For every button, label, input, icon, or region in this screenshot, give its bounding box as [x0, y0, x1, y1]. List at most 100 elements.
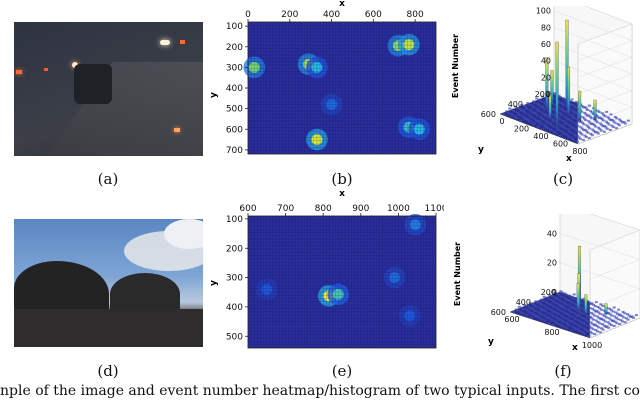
bar3d-floor-bar — [549, 298, 553, 301]
bar3d-chart-c: 0204060801001200200400600800200400600 Ev… — [451, 6, 633, 164]
heatmap-y-tick-label: 100 — [226, 22, 243, 32]
bar3d-gridline — [553, 43, 633, 95]
landscape-photo — [14, 219, 203, 347]
bar3d-floor-bar — [571, 315, 575, 318]
bar3d-floor-bar — [532, 117, 536, 120]
bar3d-floor-bar — [604, 120, 608, 123]
bar3d-floor-bar — [591, 313, 595, 316]
bar3d-x-tick-label: 400 — [533, 132, 548, 141]
bar3d-floor-bar — [566, 317, 569, 320]
bar3d-floor-bar — [551, 119, 555, 122]
bar3d-floor-bar — [539, 100, 543, 103]
bar3d-floor-bar — [542, 314, 546, 317]
bar3d-floor-bar — [587, 301, 591, 304]
heatmap-x-tick-label: 600 — [239, 204, 256, 214]
bar3d-floor-bar — [586, 108, 590, 111]
bar3d-floor-bar — [558, 294, 562, 297]
bar3d-floor-bar — [546, 302, 549, 305]
bar3d-floor-bar — [540, 105, 544, 108]
bar3d-floor-bar — [596, 330, 599, 333]
bar3d-floor-bar — [561, 131, 565, 134]
bar3d-floor-bar — [613, 121, 617, 124]
bar3d-floor-bar — [576, 314, 579, 317]
heatmap-e-xlabel: x — [339, 189, 345, 199]
bar3d-floor-bar — [609, 324, 613, 327]
bar3d-floor-bar — [554, 297, 558, 300]
bar3d-floor-bar — [602, 319, 606, 322]
bar3d-floor-bar — [558, 134, 562, 137]
bar3d-floor-bar — [521, 312, 524, 315]
bar3d-floor-bar — [588, 325, 592, 328]
bar3d-floor-bar — [598, 307, 602, 310]
bar3d-floor-bar — [541, 112, 545, 115]
bar3d-floor-bar — [563, 302, 567, 305]
bar3d-floor-bar — [551, 125, 555, 128]
bar3d-floor-bar — [546, 99, 550, 102]
bar3d-floor-bar — [589, 132, 593, 135]
bar3d-floor-bar — [568, 294, 572, 297]
bar3d-floor-bar — [556, 322, 560, 325]
bar3d-floor-bar — [579, 132, 583, 135]
bar3d-floor-bar — [580, 133, 584, 136]
bar3d-floor-bar — [584, 119, 588, 122]
bar3d-floor-bar — [558, 124, 562, 127]
bar3d-floor-bar — [570, 136, 574, 139]
bar3d-floor-bar — [573, 317, 577, 320]
bar3d-floor-bar — [615, 322, 619, 325]
bar3d-floor-bar — [525, 117, 529, 120]
bar3d-floor-bar — [610, 118, 614, 121]
bar3d-floor-bar — [592, 309, 596, 312]
bar3d-floor-bar — [561, 108, 565, 111]
bar3d-floor-bar — [557, 303, 561, 306]
bar3d-z-tick-label: 80 — [541, 23, 551, 32]
bar3d-floor-bar — [614, 127, 618, 130]
bar3d-floor-bar — [544, 300, 548, 303]
bar3d-peak-bar — [584, 294, 588, 315]
heatmap-x-tick-label: 700 — [277, 204, 294, 214]
bar3d-floor-bar — [575, 112, 579, 115]
bar3d-floor-bar — [556, 317, 559, 320]
bar3d-floor-bar — [599, 116, 603, 119]
bar3d-x-tick-label: 800 — [544, 328, 559, 337]
bar3d-floor-bar — [546, 115, 550, 118]
bar3d-floor-bar — [565, 117, 569, 120]
bar3d-floor-bar — [541, 128, 545, 131]
figure-caption: nple of the image and event number heatm… — [0, 383, 640, 399]
bar3d-floor-bar — [619, 119, 623, 122]
bar3d-peak-bar — [548, 93, 552, 120]
bar3d-floor-bar — [549, 129, 553, 132]
bar3d-floor-bar — [518, 108, 522, 111]
bar3d-floor-bar — [542, 106, 546, 109]
bar3d-floor-bar — [536, 301, 539, 304]
bar3d-floor-bar — [605, 110, 609, 113]
bar3d-floor-bar — [597, 116, 601, 119]
bar3d-floor-bar — [541, 299, 545, 302]
bar3d-floor-bar — [535, 120, 539, 123]
bar3d-peak-bar — [578, 90, 582, 122]
bar3d-floor-bar — [581, 297, 585, 300]
bar3d-floor-bar — [567, 304, 571, 307]
bar3d-floor-bar — [552, 311, 556, 314]
heatmap-y-tick-label: 100 — [226, 215, 243, 225]
bar3d-floor-bar — [570, 98, 574, 101]
bar3d-floor-bar — [617, 308, 621, 311]
bar3d-floor-bar — [553, 292, 557, 295]
bar3d-floor-bar — [565, 293, 569, 296]
bar3d-floor-bar — [579, 326, 583, 329]
bar3d-floor-bar — [575, 117, 579, 120]
bar3d-floor-bar — [547, 321, 551, 324]
bar3d-floor-bar — [554, 321, 558, 324]
bar3d-floor-bar — [564, 109, 568, 112]
bar3d-floor-bar — [551, 300, 555, 303]
bar3d-y-tick-label: 200 — [535, 90, 550, 99]
bar3d-floor-bar — [550, 108, 554, 111]
bar3d-floor-bar — [539, 313, 543, 316]
bar3d-floor-bar — [554, 306, 558, 309]
subfigure-label-e: (e) — [331, 362, 353, 380]
car-taillight — [180, 40, 185, 44]
bar3d-floor-bar — [510, 114, 514, 117]
bar3d-floor-bar — [517, 106, 521, 109]
cloud — [164, 219, 203, 249]
bar3d-floor-bar — [586, 330, 589, 333]
bar3d-floor-bar — [563, 115, 567, 118]
